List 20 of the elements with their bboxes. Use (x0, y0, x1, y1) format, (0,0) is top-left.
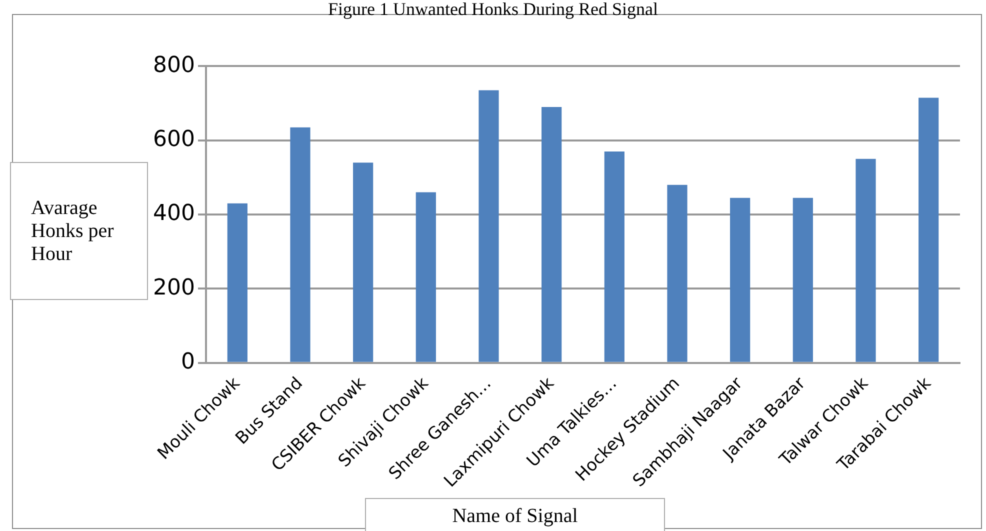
bar (353, 162, 374, 362)
bar (542, 106, 562, 362)
bar (856, 158, 876, 362)
y-tick-label: 200 (152, 275, 195, 300)
bar (227, 203, 248, 362)
bar (730, 198, 750, 362)
bar (792, 198, 813, 362)
chart-title: Figure 1 Unwanted Honks During Red Signal (327, 0, 659, 19)
y-tick-label: 600 (152, 127, 195, 152)
y-tick-label: 400 (152, 201, 195, 226)
y-tick-label: 0 (180, 350, 195, 375)
bar (290, 127, 310, 362)
y-axis-title: Avarage Honks per Hour (10, 162, 148, 300)
bar (667, 184, 688, 362)
bar (918, 98, 939, 362)
bar (416, 192, 436, 362)
bar (604, 151, 624, 362)
bar (478, 90, 499, 362)
y-tick-label: 800 (152, 52, 195, 78)
x-axis-title: Name of Signal (365, 498, 665, 531)
